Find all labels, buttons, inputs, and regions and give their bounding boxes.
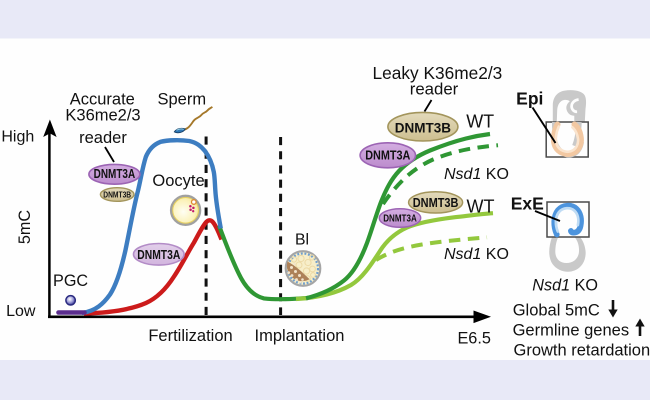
svg-text:Oocyte: Oocyte — [152, 172, 204, 190]
svg-text:DNMT3A: DNMT3A — [383, 214, 417, 225]
svg-text:DNMT3A: DNMT3A — [137, 248, 180, 262]
svg-text:Nsd1 KO: Nsd1 KO — [532, 276, 598, 294]
svg-text:E6.5: E6.5 — [457, 330, 491, 348]
svg-text:High: High — [1, 129, 34, 146]
svg-text:K36me2/3: K36me2/3 — [65, 107, 140, 125]
svg-text:Implantation: Implantation — [255, 327, 345, 345]
svg-text:reader: reader — [410, 80, 459, 99]
svg-text:Germline genes: Germline genes — [513, 322, 629, 340]
svg-text:DNMT3B: DNMT3B — [413, 196, 459, 210]
svg-text:Epi: Epi — [516, 89, 543, 109]
svg-text:WT: WT — [466, 112, 494, 132]
svg-text:Leaky K36me2/3: Leaky K36me2/3 — [373, 63, 503, 83]
svg-text:Global 5mC: Global 5mC — [513, 302, 600, 320]
svg-text:DNMT3B: DNMT3B — [395, 121, 451, 136]
svg-text:DNMT3B: DNMT3B — [103, 190, 131, 200]
svg-text:Nsd1 KO: Nsd1 KO — [444, 246, 509, 263]
svg-text:Nsd1 KO: Nsd1 KO — [444, 166, 509, 183]
svg-text:Fertilization: Fertilization — [148, 327, 232, 345]
svg-text:Growth retardation: Growth retardation — [514, 341, 650, 359]
svg-text:Bl: Bl — [295, 232, 309, 249]
svg-text:DNMT3A: DNMT3A — [365, 147, 410, 162]
svg-text:DNMT3A: DNMT3A — [94, 167, 136, 181]
svg-text:PGC: PGC — [53, 272, 88, 290]
svg-text:5mC: 5mC — [16, 210, 34, 244]
svg-text:Low: Low — [6, 303, 36, 320]
svg-text:reader: reader — [79, 129, 127, 147]
svg-text:Sperm: Sperm — [157, 90, 206, 108]
svg-text:ExE: ExE — [511, 194, 544, 214]
svg-text:WT: WT — [467, 197, 495, 217]
svg-text:Accurate: Accurate — [70, 90, 135, 108]
